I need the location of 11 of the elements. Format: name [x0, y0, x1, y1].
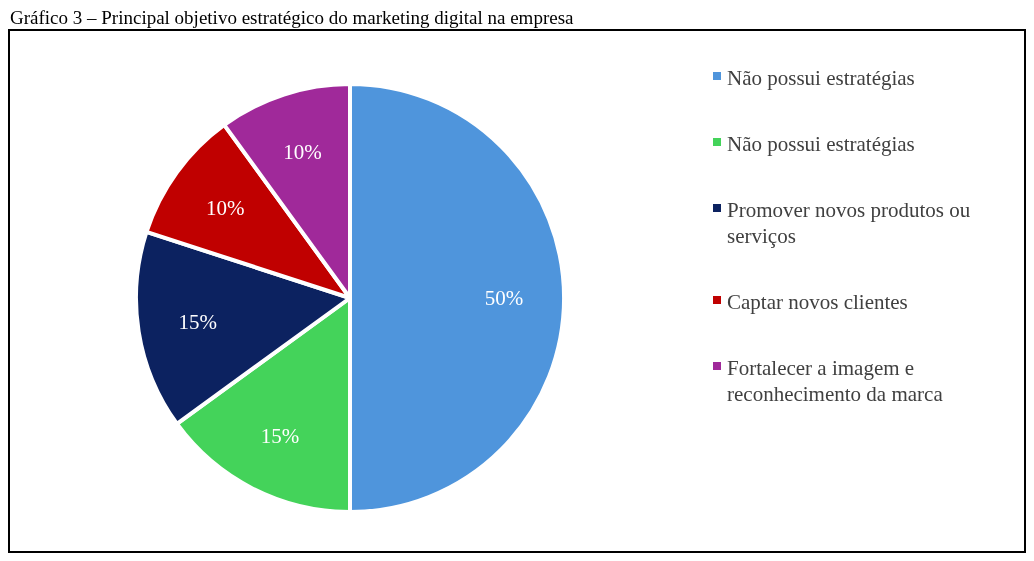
- legend-label: Promover novos produtos ou serviços: [727, 198, 971, 249]
- data-label: 15%: [260, 423, 300, 448]
- legend-label: Captar novos clientes: [727, 290, 908, 315]
- data-label: 50%: [484, 286, 524, 311]
- data-label: 10%: [206, 195, 245, 220]
- data-label: 10%: [283, 139, 322, 164]
- chart-title: Gráfico 3 – Principal objetivo estratégico do marketing digital na empresa: [10, 7, 575, 28]
- legend-label: Fortalecer a imagem e reconhecimento da marca: [727, 356, 944, 407]
- legend-label: Não possui estratégias: [727, 66, 915, 91]
- data-label: 15%: [178, 310, 218, 335]
- legend-label: Não possui estratégias: [727, 132, 915, 157]
